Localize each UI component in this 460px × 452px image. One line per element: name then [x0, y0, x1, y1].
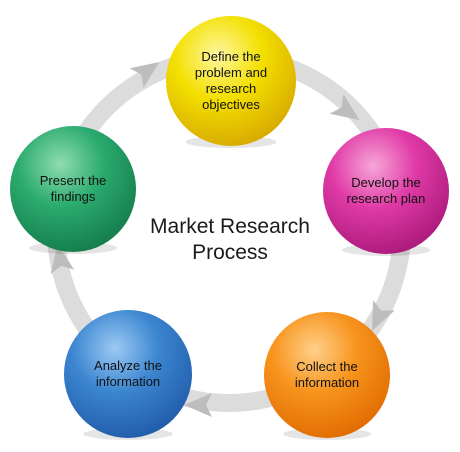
center-title-line-1: Market Research	[150, 215, 310, 238]
cycle-arrow-5	[129, 61, 160, 88]
center-title-line-2: Process	[192, 241, 268, 264]
step-node-develop-plan	[323, 128, 449, 254]
cycle-ring-inner	[65, 66, 393, 394]
nodes-group	[10, 16, 449, 440]
step-node-define-problem	[166, 16, 296, 146]
cycle-arrow-1	[329, 94, 360, 121]
cycle-arrow-3	[184, 393, 212, 417]
center-title: Market Research Process	[120, 214, 340, 266]
arrows-group	[50, 61, 395, 417]
step-node-analyze-information	[64, 310, 192, 438]
step-node-collect-information	[264, 312, 390, 438]
cycle-arrow-2	[372, 300, 395, 331]
step-node-present-findings	[10, 126, 136, 252]
cycle-arrow-4	[50, 244, 75, 274]
